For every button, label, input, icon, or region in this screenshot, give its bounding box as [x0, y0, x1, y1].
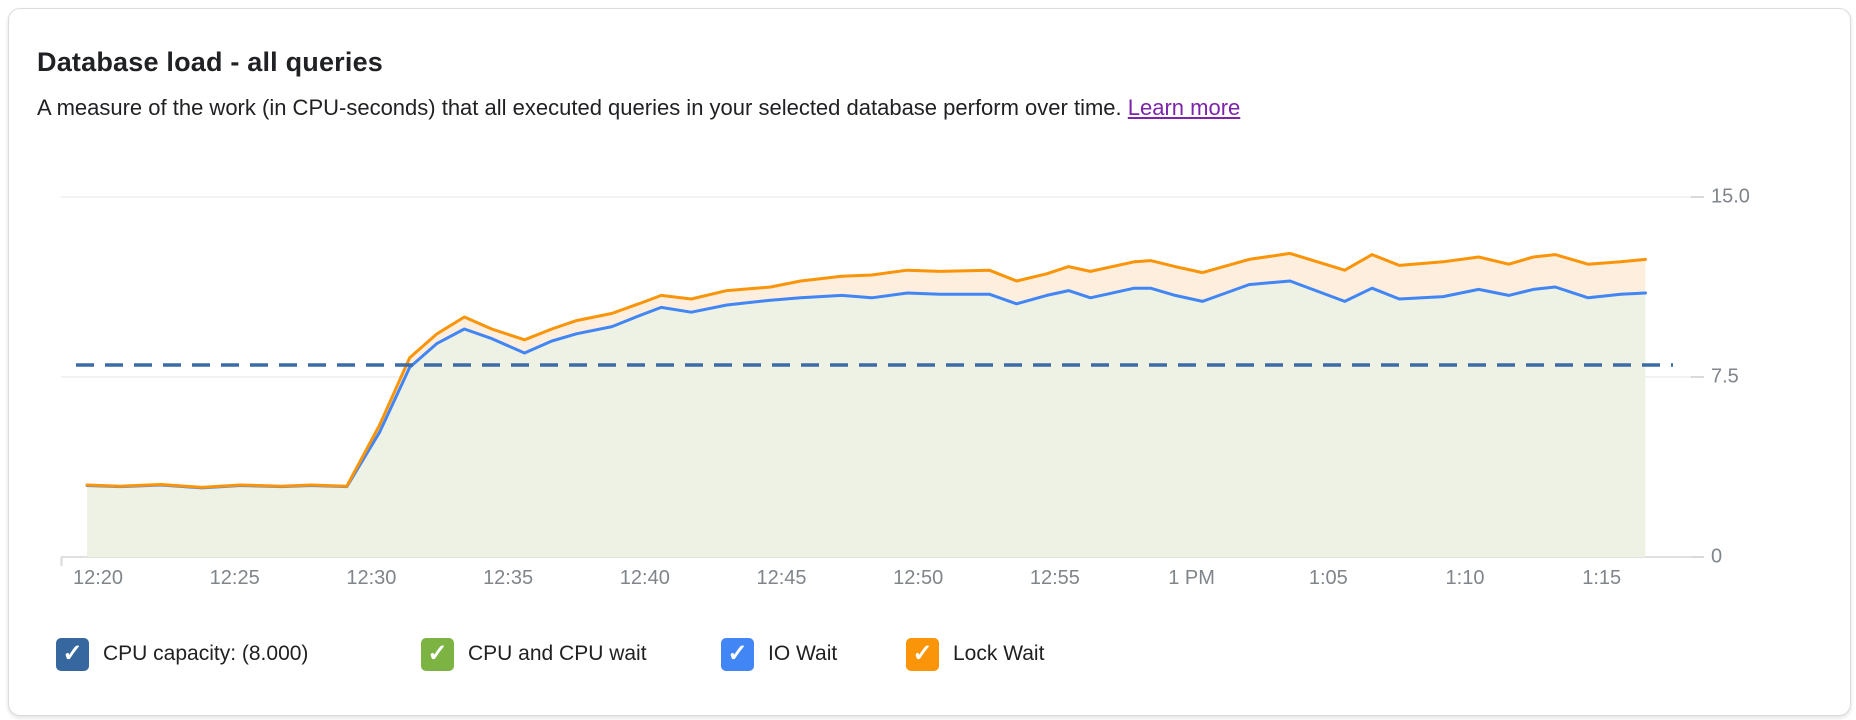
chart-legend: ✓ CPU capacity: (8.000) ✓ CPU and CPU wait ✓…: [9, 637, 1850, 677]
y-axis-label: 0: [1711, 545, 1723, 568]
x-axis-label: 1:10: [1445, 567, 1485, 589]
x-axis-label: 1:15: [1582, 567, 1622, 589]
legend-checkbox[interactable]: ✓: [721, 637, 754, 671]
x-axis-label: 12:50: [893, 567, 944, 589]
page-title: Database load - all queries: [37, 47, 384, 77]
x-axis-label: 1:05: [1308, 567, 1348, 589]
y-axis-label: 15.0: [1711, 185, 1750, 208]
database-load-chart[interactable]: 15.0 7.5 0 12:20 12:25 12:30 12:35 12:40 12:45 1…: [9, 149, 1850, 619]
legend-item: ✓ Lock Wait: [906, 637, 1044, 671]
cpu-and-cpu-wait-area: [87, 281, 1646, 557]
x-axis-label: 12:45: [756, 567, 807, 589]
x-axis-label: 12:20: [72, 567, 124, 589]
io-wait-line: [85, 279, 1647, 490]
legend-checkbox[interactable]: ✓: [906, 637, 939, 671]
checkmark-icon: ✓: [427, 640, 448, 667]
x-axis-label: 12:55: [1029, 567, 1080, 589]
checkmark-icon: ✓: [62, 640, 83, 667]
x-axis-label: 1 PM: [1168, 567, 1215, 589]
legend-label: IO Wait: [768, 642, 838, 665]
legend-item: ✓ CPU and CPU wait: [421, 637, 647, 671]
y-axis-label: 7.5: [1711, 365, 1739, 388]
legend-checkbox[interactable]: ✓: [56, 637, 89, 671]
x-axis-label: 12:25: [209, 567, 260, 589]
lock-wait-area: [87, 253, 1646, 488]
lock-wait-line: [85, 251, 1647, 489]
checkmark-icon: ✓: [727, 640, 748, 667]
x-axis-label: 12:30: [346, 567, 397, 589]
legend-item: ✓ CPU capacity: (8.000): [56, 637, 308, 671]
chart-plot-area[interactable]: [60, 161, 1706, 571]
x-axis-label: 12:35: [483, 567, 534, 589]
learn-more-link[interactable]: Learn more: [1127, 95, 1241, 120]
x-axis-label: 12:40: [619, 567, 670, 589]
chart-description: A measure of the work (in CPU-seconds) t…: [37, 95, 1240, 121]
legend-label: CPU and CPU wait: [468, 642, 647, 665]
legend-checkbox[interactable]: ✓: [421, 637, 454, 671]
legend-label: CPU capacity: (8.000): [103, 642, 309, 665]
legend-label: Lock Wait: [953, 642, 1045, 665]
database-load-card: Database load - all queries A measure of…: [8, 8, 1851, 716]
legend-item: ✓ IO Wait: [721, 637, 837, 671]
checkmark-icon: ✓: [912, 640, 933, 667]
chart-description-text: A measure of the work (in CPU-seconds) t…: [37, 95, 1122, 120]
